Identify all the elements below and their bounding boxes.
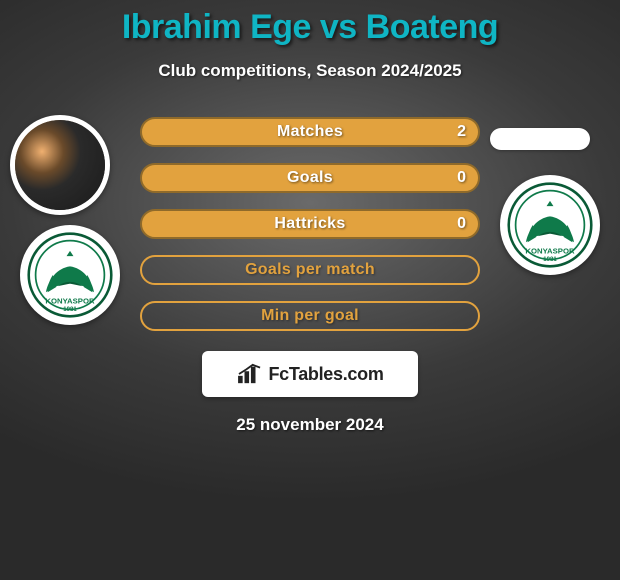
stat-label: Goals: [287, 169, 333, 187]
player-photo-placeholder: [15, 120, 105, 210]
stat-row: Min per goal: [140, 301, 480, 331]
brand-box: FcTables.com: [202, 351, 418, 397]
svg-text:1981: 1981: [543, 257, 557, 263]
stat-row: Goals per match: [140, 255, 480, 285]
svg-text:KONYASPOR: KONYASPOR: [525, 246, 575, 255]
stat-label: Matches: [277, 123, 343, 141]
stat-value: 0: [457, 215, 466, 233]
konyaspor-crest-icon: KONYASPOR 1981: [27, 232, 113, 318]
card-date: 25 november 2024: [0, 415, 620, 435]
club-badge-right: KONYASPOR 1981: [500, 175, 600, 275]
stat-row: Goals 0: [140, 163, 480, 193]
stat-label: Min per goal: [261, 307, 359, 325]
svg-text:1981: 1981: [63, 307, 77, 313]
card-subtitle: Club competitions, Season 2024/2025: [0, 61, 620, 81]
card-title: Ibrahim Ege vs Boateng: [0, 0, 620, 47]
comparison-card: Ibrahim Ege vs Boateng Club competitions…: [0, 0, 620, 580]
stat-row: Matches 2: [140, 117, 480, 147]
brand-label: FcTables.com: [268, 364, 383, 385]
stat-value: 0: [457, 169, 466, 187]
stat-label: Hattricks: [274, 215, 345, 233]
club-badge-left: KONYASPOR 1981: [20, 225, 120, 325]
player-right-pill: [490, 128, 590, 150]
stat-row: Hattricks 0: [140, 209, 480, 239]
svg-text:KONYASPOR: KONYASPOR: [45, 296, 95, 305]
fctables-logo-icon: [236, 363, 264, 385]
konyaspor-crest-icon: KONYASPOR 1981: [507, 182, 593, 268]
stat-label: Goals per match: [245, 261, 375, 279]
stat-value: 2: [457, 123, 466, 141]
player-left-avatar: [10, 115, 110, 215]
